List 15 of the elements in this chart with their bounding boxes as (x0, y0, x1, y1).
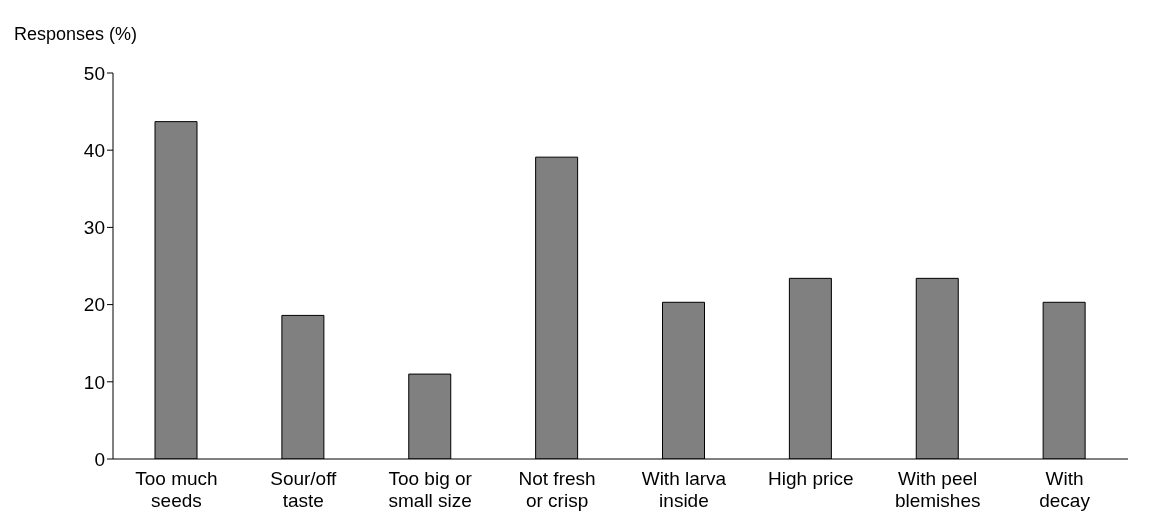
y-tick-label: 30 (83, 217, 105, 239)
x-tick-label: High price (768, 468, 854, 489)
x-tick-label: Too big or small size (388, 468, 473, 511)
x-tick-label: Sour/off taste (270, 468, 338, 511)
x-tick-label: With peel blemishes (894, 468, 981, 511)
y-tick-label: 40 (83, 139, 105, 161)
y-axis-title: Responses (%) (14, 24, 138, 45)
y-tick-label: 20 (83, 294, 105, 316)
x-tick-label: With decay (1039, 468, 1091, 511)
y-tick-label: 0 (94, 448, 105, 470)
y-tick-label: 10 (83, 371, 105, 393)
y-tick-label: 50 (83, 62, 105, 84)
x-tick-label: Too much seeds (135, 468, 218, 511)
x-tick-label: With larva inside (641, 468, 727, 511)
x-tick-label: Not fresh or crisp (518, 468, 596, 511)
